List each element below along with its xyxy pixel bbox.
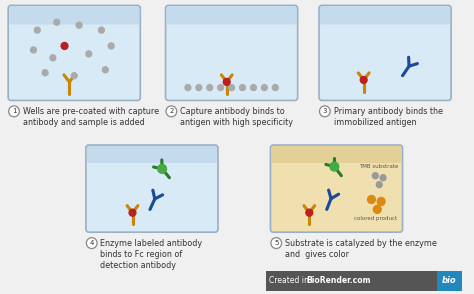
Circle shape — [35, 27, 40, 33]
Text: Enzyme labeled antibody
binds to Fc region of
detection antibody: Enzyme labeled antibody binds to Fc regi… — [100, 239, 202, 270]
FancyBboxPatch shape — [272, 146, 401, 163]
Circle shape — [271, 238, 282, 248]
Text: 2: 2 — [169, 108, 173, 114]
Text: TMB substrate: TMB substrate — [360, 164, 399, 169]
Text: Wells are pre-coated with capture
antibody and sample is added: Wells are pre-coated with capture antibo… — [23, 107, 159, 128]
Text: 4: 4 — [90, 240, 94, 246]
Circle shape — [76, 22, 82, 28]
FancyBboxPatch shape — [9, 6, 139, 25]
Circle shape — [223, 78, 230, 85]
Circle shape — [376, 182, 382, 188]
Circle shape — [373, 173, 378, 179]
Circle shape — [42, 70, 48, 76]
Circle shape — [86, 51, 92, 57]
Circle shape — [239, 85, 246, 91]
Circle shape — [71, 73, 77, 79]
Text: 5: 5 — [274, 240, 278, 246]
FancyBboxPatch shape — [437, 271, 462, 291]
Text: Capture antibody binds to
antigen with high specificity: Capture antibody binds to antigen with h… — [180, 107, 293, 128]
Circle shape — [102, 67, 108, 73]
Circle shape — [207, 85, 213, 91]
FancyBboxPatch shape — [320, 6, 450, 25]
Circle shape — [319, 106, 330, 117]
Circle shape — [360, 76, 367, 83]
Circle shape — [99, 27, 104, 33]
Circle shape — [9, 106, 19, 117]
FancyBboxPatch shape — [86, 145, 218, 232]
Text: BioRender.com: BioRender.com — [306, 276, 371, 285]
Circle shape — [273, 85, 278, 91]
Circle shape — [166, 106, 177, 117]
Circle shape — [218, 85, 224, 91]
FancyBboxPatch shape — [271, 145, 402, 232]
Circle shape — [262, 85, 267, 91]
Circle shape — [108, 43, 114, 49]
Circle shape — [129, 209, 136, 216]
Circle shape — [86, 238, 97, 248]
Circle shape — [377, 198, 385, 206]
Circle shape — [50, 55, 56, 61]
FancyBboxPatch shape — [8, 5, 140, 101]
FancyBboxPatch shape — [265, 271, 437, 291]
Text: 1: 1 — [12, 108, 16, 114]
Circle shape — [61, 43, 68, 49]
FancyBboxPatch shape — [319, 5, 451, 101]
Text: Substrate is catalyzed by the enzyme
and  gives color: Substrate is catalyzed by the enzyme and… — [285, 239, 437, 259]
Circle shape — [158, 164, 166, 173]
Text: bio: bio — [442, 276, 456, 285]
Circle shape — [374, 206, 381, 213]
Text: Primary antibody binds the
immobilized antigen: Primary antibody binds the immobilized a… — [334, 107, 443, 128]
Text: 3: 3 — [323, 108, 327, 114]
Circle shape — [380, 175, 386, 181]
Text: colored product: colored product — [354, 216, 397, 221]
FancyBboxPatch shape — [87, 146, 217, 163]
Circle shape — [30, 47, 36, 53]
Circle shape — [367, 196, 375, 203]
FancyBboxPatch shape — [165, 5, 298, 101]
Circle shape — [330, 162, 339, 171]
Circle shape — [251, 85, 256, 91]
Circle shape — [196, 85, 202, 91]
Text: Created in: Created in — [269, 276, 312, 285]
Circle shape — [54, 19, 60, 25]
Circle shape — [185, 85, 191, 91]
Circle shape — [228, 85, 235, 91]
Circle shape — [306, 209, 313, 216]
FancyBboxPatch shape — [166, 6, 297, 25]
